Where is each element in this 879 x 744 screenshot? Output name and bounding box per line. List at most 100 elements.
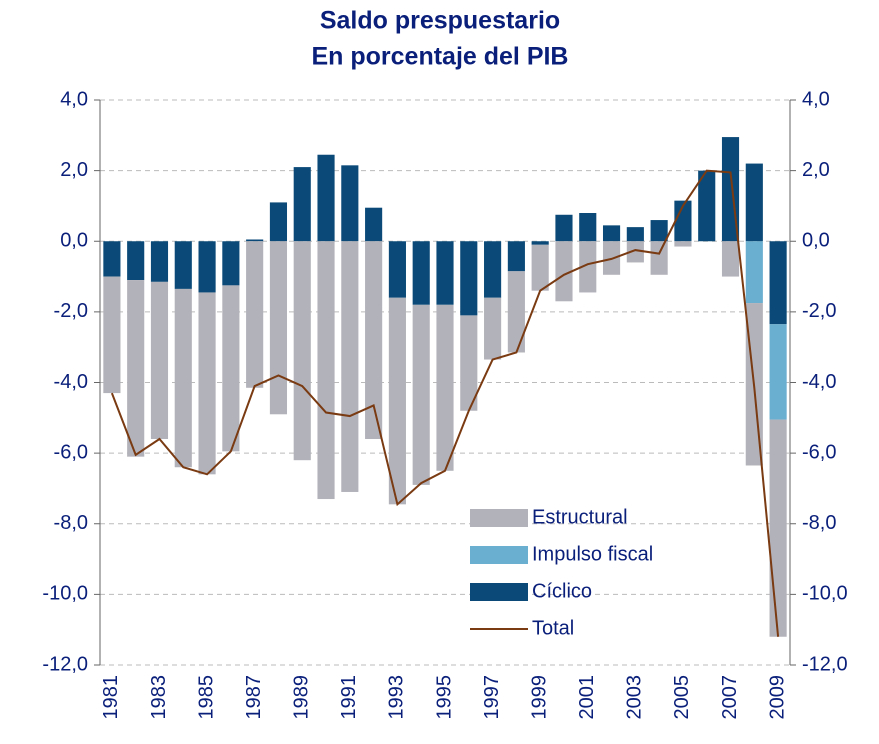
y2-tick-label: -6,0 bbox=[802, 441, 836, 463]
y-tick-label: 4,0 bbox=[60, 88, 88, 110]
x-tick-label: 1991 bbox=[338, 675, 360, 720]
x-tick-label: 1983 bbox=[148, 675, 170, 720]
bar bbox=[507, 271, 525, 353]
bar bbox=[626, 227, 644, 242]
line bbox=[110, 169, 780, 637]
x-tick-label: 1981 bbox=[100, 675, 122, 720]
bar bbox=[365, 207, 383, 242]
y-tick-label: -6,0 bbox=[54, 441, 88, 463]
y-tick-label: -10,0 bbox=[42, 583, 88, 605]
bar bbox=[127, 280, 145, 457]
x-tick-label: 1989 bbox=[291, 675, 313, 720]
legend-label: Total bbox=[532, 617, 574, 639]
bar bbox=[341, 241, 359, 492]
y-tick-label: -8,0 bbox=[54, 512, 88, 534]
bar bbox=[222, 285, 240, 452]
bar bbox=[436, 304, 454, 471]
bar bbox=[484, 241, 502, 298]
bar bbox=[745, 241, 763, 304]
x-tick-label: 1985 bbox=[195, 675, 217, 720]
legend-swatch bbox=[470, 546, 528, 564]
bar bbox=[769, 324, 787, 420]
bar bbox=[531, 244, 549, 291]
bar bbox=[127, 241, 145, 281]
bar bbox=[579, 241, 597, 293]
bar bbox=[174, 241, 192, 289]
x-tick-label: 2009 bbox=[766, 675, 788, 720]
x-tick-label: 1987 bbox=[243, 675, 265, 720]
chart-title: Saldo prespuestario bbox=[320, 7, 560, 35]
bar bbox=[769, 241, 787, 325]
y2-tick-label: -10,0 bbox=[802, 583, 848, 605]
bar bbox=[103, 241, 121, 277]
y2-tick-label: 0,0 bbox=[802, 230, 830, 252]
y-tick-label: -12,0 bbox=[42, 653, 88, 675]
y-tick-label: 2,0 bbox=[60, 159, 88, 181]
legend-label: Impulso fiscal bbox=[532, 543, 653, 565]
bar bbox=[150, 281, 169, 439]
bar bbox=[293, 167, 311, 242]
y-tick-label: 0,0 bbox=[60, 230, 88, 252]
bar bbox=[769, 419, 787, 637]
bar bbox=[246, 241, 264, 388]
bar bbox=[555, 214, 573, 242]
bar bbox=[341, 165, 359, 242]
y2-tick-label: -4,0 bbox=[802, 371, 836, 393]
bar bbox=[412, 241, 430, 305]
x-tick-label: 2007 bbox=[719, 675, 741, 720]
bar bbox=[222, 241, 240, 286]
bar bbox=[698, 170, 716, 242]
bar bbox=[626, 241, 644, 263]
legend-label: Cíclico bbox=[532, 580, 592, 602]
bar bbox=[293, 241, 311, 461]
bar bbox=[388, 241, 406, 298]
y-tick-label: -2,0 bbox=[54, 300, 88, 322]
bar bbox=[555, 241, 573, 302]
chart-subtitle: En porcentaje del PIB bbox=[311, 43, 568, 71]
bar bbox=[150, 241, 169, 282]
y2-tick-label: -2,0 bbox=[802, 300, 836, 322]
x-tick-label: 1997 bbox=[481, 675, 503, 720]
bar bbox=[745, 163, 763, 242]
x-tick-label: 2001 bbox=[576, 675, 598, 720]
x-tick-label: 2005 bbox=[671, 675, 693, 720]
bar bbox=[388, 297, 406, 505]
legend-swatch bbox=[470, 583, 528, 601]
bar bbox=[531, 241, 549, 245]
bar bbox=[507, 241, 525, 272]
bar bbox=[317, 241, 335, 500]
bar bbox=[436, 241, 454, 305]
y2-tick-label: -8,0 bbox=[802, 512, 836, 534]
bar bbox=[674, 200, 692, 242]
y2-tick-label: 4,0 bbox=[802, 88, 830, 110]
bar bbox=[246, 239, 264, 242]
bar bbox=[650, 241, 668, 275]
bar bbox=[484, 297, 502, 360]
bar bbox=[365, 241, 383, 439]
legend-label: Estructural bbox=[532, 506, 628, 528]
bar bbox=[721, 241, 740, 277]
y2-tick-label: -12,0 bbox=[802, 653, 848, 675]
y2-tick-label: 2,0 bbox=[802, 159, 830, 181]
bar bbox=[269, 241, 288, 415]
legend-swatch bbox=[470, 509, 528, 527]
bar bbox=[460, 241, 478, 316]
bar bbox=[198, 241, 216, 293]
bar bbox=[579, 213, 597, 242]
bar bbox=[198, 292, 216, 475]
x-tick-label: 1999 bbox=[528, 675, 550, 720]
bar bbox=[174, 288, 192, 468]
bar bbox=[602, 225, 621, 242]
x-tick-label: 1995 bbox=[433, 675, 455, 720]
y-tick-label: -4,0 bbox=[54, 371, 88, 393]
bar bbox=[317, 154, 335, 242]
bar bbox=[460, 315, 478, 411]
bar bbox=[412, 304, 430, 485]
bar bbox=[674, 241, 692, 247]
x-tick-label: 2003 bbox=[624, 675, 646, 720]
bar bbox=[269, 202, 288, 242]
bar bbox=[650, 220, 668, 242]
x-tick-label: 1993 bbox=[386, 675, 408, 720]
bar bbox=[103, 276, 121, 394]
